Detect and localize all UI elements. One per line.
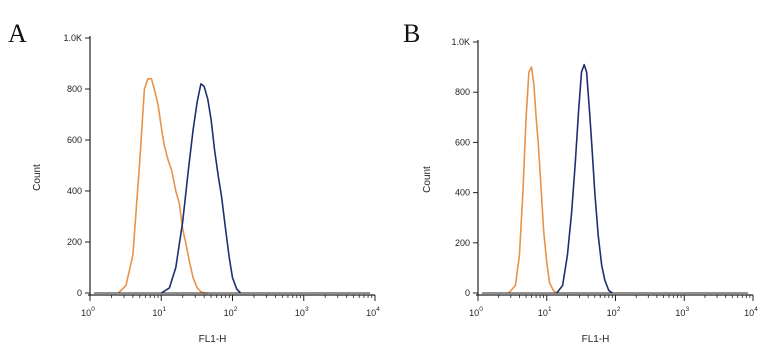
- panel-letter: B: [403, 19, 420, 48]
- histogram-series-2: [556, 63, 613, 294]
- x-tick-label: 102: [224, 306, 238, 318]
- y-tick-label: 1.0K: [63, 33, 82, 43]
- x-tick-label: 103: [295, 306, 309, 318]
- x-tick-label: 100: [469, 306, 483, 318]
- y-tick-label: 1.0K: [451, 37, 470, 47]
- histogram-series-1: [508, 66, 558, 294]
- y-axis-title: Count: [32, 164, 43, 191]
- x-tick-label: 104: [366, 306, 380, 318]
- y-tick-label: 200: [455, 238, 470, 248]
- x-tick-label: 101: [152, 306, 166, 318]
- histogram-series-1: [117, 78, 208, 294]
- x-axis-title: FL1-H: [582, 334, 610, 345]
- x-tick-label: 102: [607, 306, 621, 318]
- x-tick-label: 104: [744, 306, 758, 318]
- y-tick-label: 800: [67, 84, 82, 94]
- y-tick-label: 400: [455, 188, 470, 198]
- y-tick-label: 400: [67, 186, 82, 196]
- y-tick-label: 0: [77, 288, 82, 298]
- x-tick-label: 103: [675, 306, 689, 318]
- x-tick-label: 100: [81, 306, 95, 318]
- x-tick-label: 101: [538, 306, 552, 318]
- y-tick-label: 200: [67, 237, 82, 247]
- y-tick-label: 600: [67, 135, 82, 145]
- histogram-series-2: [160, 83, 242, 294]
- y-axis-title: Count: [422, 166, 433, 193]
- y-tick-label: 800: [455, 87, 470, 97]
- y-tick-label: 0: [465, 288, 470, 298]
- panel-a: A 0 200 400 600 800 1.0K 100 101 102 103 104 Count FL…: [8, 19, 380, 345]
- y-tick-label: 600: [455, 137, 470, 147]
- x-axis-title: FL1-H: [199, 334, 227, 345]
- panel-letter: A: [8, 19, 27, 48]
- panel-b: B 0 200 400 600 800 1.0K 100 101 102 103 104 Count FL…: [403, 19, 758, 345]
